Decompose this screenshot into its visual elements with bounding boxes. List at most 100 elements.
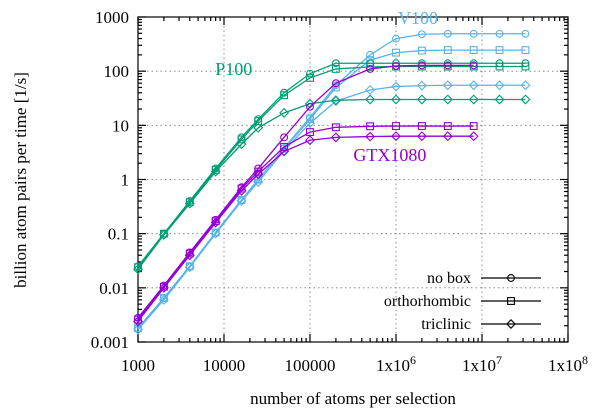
gpu-labels: V100 P100 GTX1080: [215, 8, 438, 165]
data-point-diamond: [133, 316, 143, 327]
data-point-diamond: [365, 94, 376, 105]
data-point-circle: [417, 30, 426, 39]
data-point-diamond: [158, 282, 169, 293]
series-line-v100-triclinic: [137, 84, 526, 330]
data-point-diamond: [184, 250, 195, 261]
data-point-diamond: [391, 94, 401, 105]
data-point-diamond: [253, 122, 264, 133]
y-tick-label: 100: [104, 62, 130, 81]
data-point-diamond: [330, 132, 341, 143]
series-line-p100-triclinic: [137, 98, 526, 270]
data-point-diamond: [133, 324, 143, 335]
data-point-diamond: [416, 131, 427, 142]
data-point-square: [331, 123, 340, 132]
x-tick-label: 1x108: [548, 353, 588, 375]
data-point-diamond: [442, 94, 453, 105]
data-point-square: [443, 122, 452, 130]
data-point-square: [366, 62, 375, 71]
data-point-circle: [306, 102, 314, 111]
series-p100-orthorhombic: [134, 62, 530, 272]
data-point-diamond: [133, 264, 143, 275]
data-point-diamond: [391, 131, 401, 142]
grid-lines: [138, 17, 568, 342]
data-point-square: [469, 122, 478, 130]
y-tick-label: 0.1: [108, 225, 129, 244]
data-point-circle: [495, 29, 504, 38]
data-point-square: [331, 83, 340, 92]
data-point-diamond: [305, 135, 315, 146]
series-gtx1080-triclinic: [133, 131, 479, 327]
x-axis-title: number of atoms per selection: [250, 389, 456, 408]
legend-label: no box: [427, 270, 471, 287]
x-tick-label: 100000: [285, 356, 336, 375]
data-point-circle: [306, 69, 314, 78]
data-point-square: [392, 122, 400, 130]
series-layer: [133, 29, 531, 335]
data-point-circle: [366, 50, 375, 59]
data-point-diamond: [158, 229, 169, 240]
data-point-diamond: [236, 196, 247, 207]
data-point-square: [392, 48, 400, 57]
data-point-diamond: [236, 139, 247, 150]
series-p100-triclinic: [133, 94, 531, 275]
x-tick-label: 1000: [121, 356, 155, 375]
data-point-diamond: [305, 118, 315, 129]
data-point-circle: [417, 61, 426, 70]
data-point-diamond: [442, 80, 453, 91]
data-point-diamond: [494, 80, 505, 91]
data-point-square: [280, 91, 289, 100]
data-point-circle: [469, 29, 478, 38]
legend: no box orthorhombic triclinic: [384, 270, 541, 333]
legend-label: triclinic: [421, 316, 471, 333]
data-point-square: [254, 117, 263, 125]
data-point-square: [280, 142, 289, 151]
data-point-square: [306, 73, 314, 82]
data-point-square: [159, 294, 168, 302]
data-point-diamond: [330, 95, 341, 106]
data-point-diamond: [468, 94, 479, 105]
data-point-square: [185, 249, 194, 258]
data-point-square: [417, 46, 426, 55]
axis-ticks: 1000 10000 100000 1x106 1x107 1x108 0.001 0.01 0…: [91, 8, 588, 375]
data-point-diamond: [416, 94, 427, 105]
data-point-square: [521, 46, 530, 55]
series-line-gtx1080-orthorhombic: [137, 125, 474, 320]
data-point-square: [134, 263, 142, 272]
data-point-diamond: [158, 294, 169, 305]
data-point-circle: [392, 34, 400, 43]
data-point-diamond: [365, 131, 376, 142]
data-point-square: [237, 135, 246, 144]
data-point-diamond: [365, 84, 376, 95]
data-point-diamond: [184, 198, 195, 209]
legend-marker-square: [507, 297, 515, 305]
gpu-label-p100: P100: [215, 59, 252, 79]
data-point-diamond: [391, 81, 401, 92]
legend-marker-diamond: [506, 319, 516, 329]
data-point-circle: [469, 61, 478, 70]
data-point-square: [211, 166, 220, 174]
data-point-diamond: [279, 107, 290, 118]
y-tick-label: 0.001: [91, 333, 129, 352]
data-point-square: [521, 62, 530, 71]
data-point-circle: [443, 29, 452, 38]
data-point-square: [443, 46, 452, 55]
data-point-diamond: [442, 131, 453, 142]
data-point-circle: [280, 133, 289, 142]
y-tick-label: 0.01: [99, 279, 129, 298]
data-point-square: [134, 315, 142, 324]
data-point-diamond: [210, 166, 221, 177]
data-point-square: [417, 122, 426, 130]
data-point-circle: [366, 64, 375, 73]
legend-label: orthorhombic: [384, 293, 471, 310]
data-point-diamond: [305, 98, 315, 109]
data-point-circle: [331, 59, 340, 68]
data-point-square: [237, 184, 246, 193]
y-axis-title: billion atom pairs per time [1/s]: [11, 72, 30, 288]
data-point-square: [366, 122, 375, 131]
x-tick-label: 1x107: [462, 353, 502, 375]
data-point-circle: [443, 61, 452, 70]
data-point-diamond: [494, 94, 505, 105]
data-point-diamond: [468, 131, 479, 142]
data-point-square: [495, 62, 504, 71]
